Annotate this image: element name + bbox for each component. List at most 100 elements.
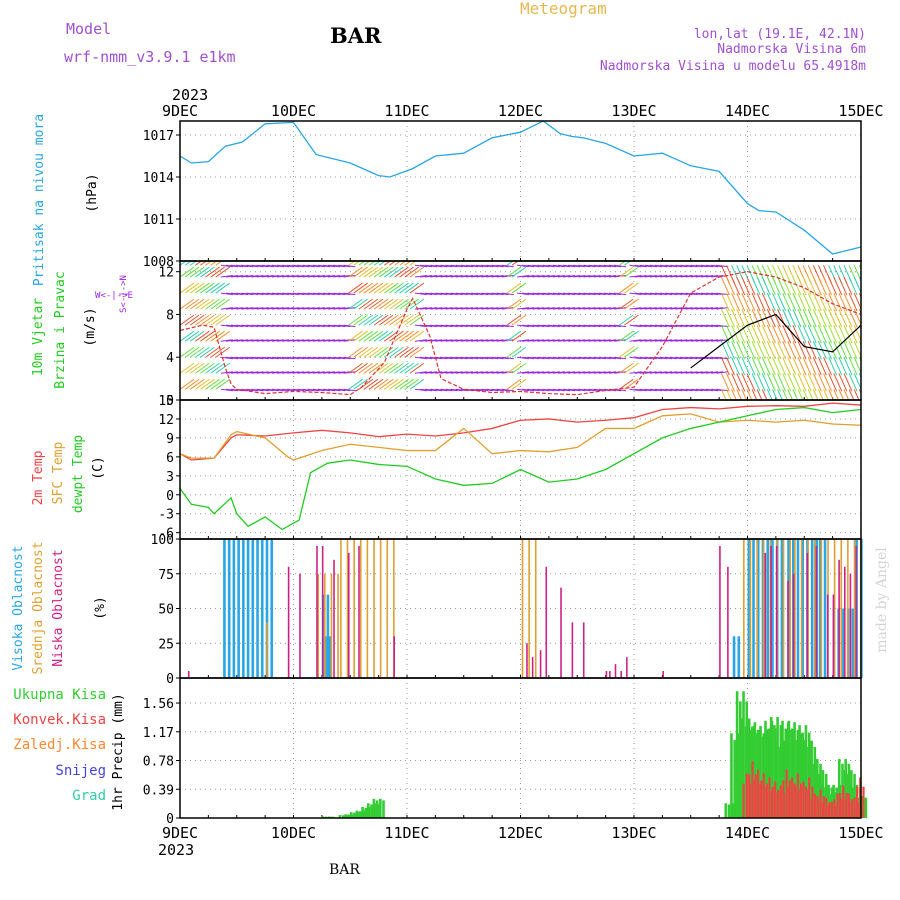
wind-barb	[419, 292, 433, 296]
wind-barb	[603, 307, 616, 310]
wind-barb	[746, 389, 753, 400]
wind-barb	[210, 330, 225, 342]
station-title: BAR	[330, 23, 382, 48]
wind-barb	[297, 275, 310, 278]
wind-barb	[241, 264, 254, 268]
wind-barb	[338, 264, 351, 268]
wind-barb	[246, 275, 259, 278]
wind-barb	[639, 264, 652, 268]
wind-barb	[389, 346, 404, 358]
wind-barb	[583, 275, 596, 278]
cloud-high-bar	[223, 539, 226, 678]
wind-barb	[807, 308, 817, 328]
wind-barb	[471, 275, 484, 278]
wind-barb	[338, 292, 351, 296]
wind-barb	[823, 292, 833, 312]
wind-barb	[833, 308, 843, 328]
wind-barb	[471, 307, 484, 310]
wind-barb	[552, 307, 565, 310]
wind-barb	[440, 371, 453, 374]
wind-barb	[797, 324, 807, 344]
wind-barb	[654, 307, 668, 310]
wind-barb	[471, 292, 484, 296]
wind-barb	[563, 388, 576, 392]
wind-barb	[333, 339, 346, 342]
wind-barb	[205, 266, 220, 278]
wind-barb	[568, 324, 581, 328]
wind-barb	[292, 275, 305, 278]
wind-barb	[517, 307, 530, 310]
wind-barb	[680, 275, 693, 278]
wind-barb	[685, 324, 698, 328]
wind-barb	[389, 298, 404, 310]
wind-barb	[787, 324, 797, 344]
wind-barb	[378, 282, 394, 294]
wind-barb	[537, 307, 550, 310]
wind-barb	[660, 339, 673, 342]
wind-barb	[680, 388, 693, 392]
bottom-tick-label: 10DEC	[271, 824, 316, 842]
wind-barb	[225, 264, 239, 268]
wind-barb	[261, 275, 274, 278]
wind-barb	[425, 371, 438, 374]
wind-barb	[665, 388, 678, 392]
wind-barb	[210, 266, 225, 278]
wind-barb	[761, 340, 771, 360]
wind-barb	[307, 324, 320, 328]
wind-barb	[302, 275, 315, 278]
wind-barb	[706, 388, 719, 392]
precip-total-bar	[349, 812, 353, 818]
wind-barb	[236, 339, 249, 342]
wind-barb	[649, 292, 662, 296]
wind-barb	[328, 339, 341, 342]
wind-barb	[761, 276, 771, 296]
legend-ukupna: Ukupna Kisa	[13, 687, 106, 703]
wind-barb	[695, 324, 708, 328]
wind-barb	[766, 357, 776, 376]
wind-barb	[465, 275, 479, 278]
precip-conv-bar	[813, 793, 816, 818]
wind-barb	[455, 292, 468, 296]
wind-barb	[766, 340, 776, 360]
wind-barb	[210, 261, 218, 266]
wind-compass-we: W<-|->E	[95, 291, 133, 301]
wind-barb	[271, 264, 284, 268]
wind-barb	[297, 356, 310, 360]
wind-barb	[384, 362, 399, 374]
wind-barb	[660, 275, 673, 278]
wind-barb	[481, 264, 494, 268]
wind-barb	[322, 339, 336, 342]
wind-barb	[261, 324, 274, 328]
cloud-mid-bar	[266, 622, 268, 678]
wind-barb	[307, 339, 320, 342]
wind-barb	[639, 307, 652, 310]
wind-barb	[317, 307, 330, 310]
wind-barb	[802, 276, 812, 296]
wind-barb	[251, 275, 264, 278]
temperature-ytick-label: -6	[158, 527, 174, 542]
temperature-panel: -6 -3 0 3 6 9 12 15	[158, 394, 862, 542]
wind-barb	[680, 324, 693, 328]
wind-barb	[435, 388, 448, 392]
wind-barb	[328, 388, 341, 392]
cloud-low-bar	[815, 545, 818, 678]
wind-barb	[496, 307, 509, 310]
wind-barb	[670, 307, 683, 310]
wind-barb	[706, 356, 719, 360]
wind-barb	[322, 307, 336, 310]
wind-barb	[624, 282, 639, 294]
precip-total-bar	[809, 759, 813, 818]
wind-barb	[476, 264, 489, 268]
cloud-mid-bar	[807, 539, 809, 678]
wind-barb	[465, 339, 479, 342]
wind-barb	[634, 275, 647, 278]
wind-barb	[348, 378, 363, 390]
wind-barb	[195, 314, 210, 326]
wind-barb	[557, 324, 571, 328]
wind-barb	[292, 356, 305, 360]
wind-barb	[695, 292, 708, 296]
wind-barb	[517, 371, 530, 374]
wind-barb	[833, 324, 843, 344]
top-tick-label: 11DEC	[384, 102, 429, 120]
wind-barb	[588, 307, 601, 310]
